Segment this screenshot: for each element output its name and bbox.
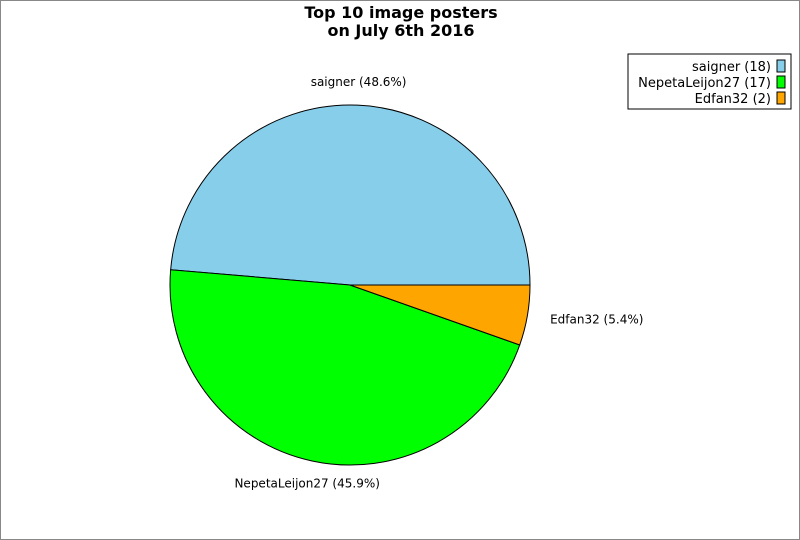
slice-label-saigner: saigner (48.6%) [311, 75, 407, 89]
pie-slice-labels: saigner (48.6%) NepetaLeijon27 (45.9%) Edf… [234, 75, 643, 490]
chart-subtitle: on July 6th 2016 [327, 21, 474, 40]
chart-title: Top 10 image posters [304, 3, 497, 22]
legend-label-saigner: saigner (18) [692, 60, 771, 75]
pie-slice-saigner [170, 104, 531, 286]
legend: saigner (18)NepetaLeijon27 (17)Edfan32 (… [627, 53, 792, 110]
legend-label-nepetaleijon27: NepetaLeijon27 (17) [638, 76, 771, 91]
pie-slices [169, 104, 531, 466]
legend-swatch-saigner [776, 59, 786, 73]
pie-slice-edfan32 [349, 284, 531, 346]
legend-swatch-edfan32 [776, 91, 786, 105]
legend-label-edfan32: Edfan32 (2) [695, 92, 771, 107]
legend-swatch-nepetaleijon27 [776, 75, 786, 89]
slice-label-edfan32: Edfan32 (5.4%) [550, 312, 643, 326]
slice-label-nepetaleijon27: NepetaLeijon27 (45.9%) [234, 476, 379, 490]
legend-box [627, 53, 792, 110]
pie-slice-nepetaleijon27 [169, 269, 521, 466]
